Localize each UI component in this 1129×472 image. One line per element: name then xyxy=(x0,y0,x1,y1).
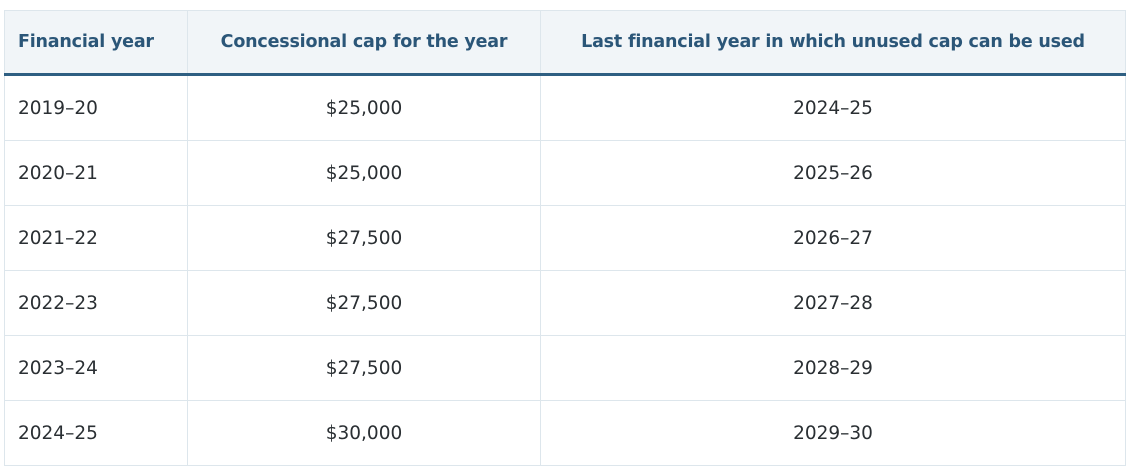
cell-last-financial-year: 2026–27 xyxy=(540,205,1126,271)
concessional-cap-table-container: Financial year Concessional cap for the … xyxy=(4,10,1126,466)
cell-financial-year: 2019–20 xyxy=(4,74,188,141)
cell-last-financial-year: 2025–26 xyxy=(540,140,1126,206)
header-concessional-cap: Concessional cap for the year xyxy=(187,10,541,76)
cell-financial-year: 2023–24 xyxy=(4,335,188,401)
cell-financial-year: 2021–22 xyxy=(4,205,188,271)
cell-concessional-cap: $25,000 xyxy=(187,74,541,141)
cell-financial-year: 2022–23 xyxy=(4,270,188,336)
table-body: 2019–20 $25,000 2024–25 2020–21 $25,000 … xyxy=(4,74,1126,466)
table-row: 2020–21 $25,000 2025–26 xyxy=(4,140,1126,206)
cell-concessional-cap: $30,000 xyxy=(187,400,541,466)
cell-concessional-cap: $25,000 xyxy=(187,140,541,206)
table-row: 2019–20 $25,000 2024–25 xyxy=(4,74,1126,141)
cell-financial-year: 2024–25 xyxy=(4,400,188,466)
header-financial-year: Financial year xyxy=(4,10,188,76)
table-row: 2021–22 $27,500 2026–27 xyxy=(4,205,1126,271)
concessional-cap-table: Financial year Concessional cap for the … xyxy=(4,10,1126,466)
cell-concessional-cap: $27,500 xyxy=(187,205,541,271)
cell-concessional-cap: $27,500 xyxy=(187,335,541,401)
table-header-row: Financial year Concessional cap for the … xyxy=(4,10,1126,76)
cell-last-financial-year: 2028–29 xyxy=(540,335,1126,401)
header-last-financial-year: Last financial year in which unused cap … xyxy=(540,10,1126,76)
cell-concessional-cap: $27,500 xyxy=(187,270,541,336)
cell-last-financial-year: 2024–25 xyxy=(540,74,1126,141)
table-row: 2022–23 $27,500 2027–28 xyxy=(4,270,1126,336)
cell-last-financial-year: 2029–30 xyxy=(540,400,1126,466)
table-row: 2024–25 $30,000 2029–30 xyxy=(4,400,1126,466)
cell-financial-year: 2020–21 xyxy=(4,140,188,206)
table-header: Financial year Concessional cap for the … xyxy=(4,10,1126,76)
table-row: 2023–24 $27,500 2028–29 xyxy=(4,335,1126,401)
cell-last-financial-year: 2027–28 xyxy=(540,270,1126,336)
